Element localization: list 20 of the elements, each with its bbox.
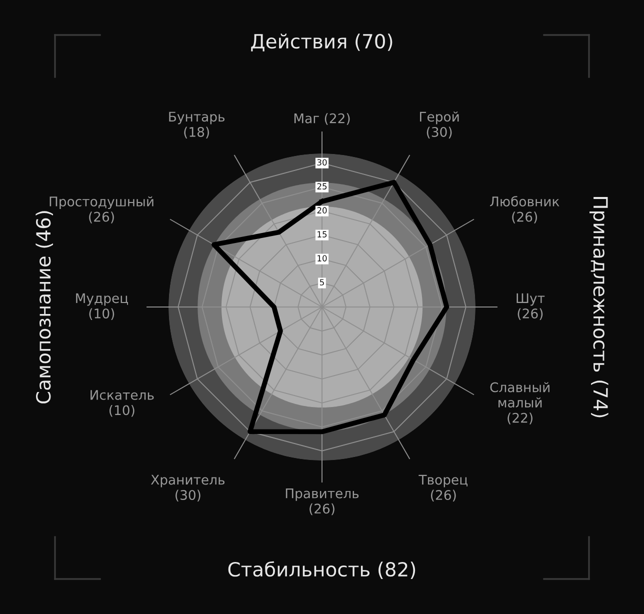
spoke-label: Герой (30) bbox=[420, 112, 459, 138]
spoke-label: Правитель (26) bbox=[286, 488, 359, 516]
spoke-label: Бунтарь (18) bbox=[169, 112, 225, 138]
spoke-label: Хранитель (30) bbox=[150, 474, 225, 502]
spoke-label: Шут (26) bbox=[516, 293, 545, 320]
spoke-label: Любовник (26) bbox=[490, 196, 560, 224]
text: Принадлежность (74) bbox=[590, 197, 608, 418]
y-tick-label: 15 bbox=[318, 231, 327, 238]
spoke-label: Маг (22) bbox=[294, 113, 350, 125]
y-tick-label: 20 bbox=[317, 207, 327, 214]
y-tick-label: 5 bbox=[320, 279, 324, 286]
y-tick-label: 25 bbox=[317, 183, 327, 190]
spoke-label: Искатель (10) bbox=[90, 390, 154, 417]
text: Стабильность (82) bbox=[228, 561, 416, 579]
y-tick-label: 10 bbox=[318, 255, 327, 262]
y-tick-label: 30 bbox=[317, 159, 327, 166]
spoke-label: Творец (26) bbox=[418, 474, 468, 502]
spoke-label: Мудрец (10) bbox=[76, 293, 128, 320]
spoke-label: Славный малый (22) bbox=[490, 382, 550, 424]
text: Действия (70) bbox=[251, 34, 392, 52]
